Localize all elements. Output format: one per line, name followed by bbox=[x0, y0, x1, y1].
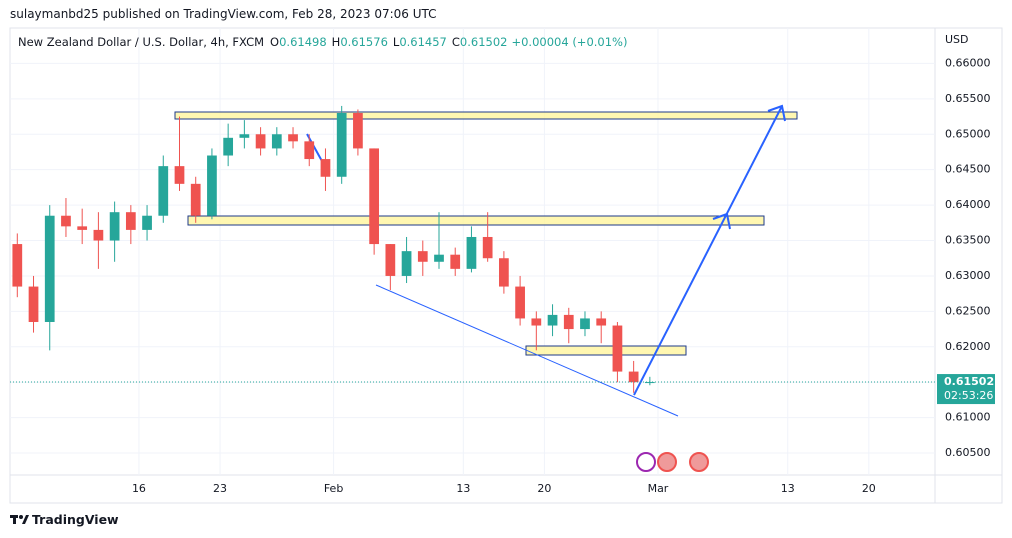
candle-body bbox=[109, 212, 120, 241]
candle-body bbox=[515, 286, 525, 319]
candle-body bbox=[499, 258, 509, 287]
ohlc: O0.61498 H0.61576 L0.61457 C0.61502 bbox=[270, 35, 507, 49]
x-tick-label: 20 bbox=[537, 482, 551, 495]
candle-body bbox=[547, 314, 558, 326]
ohlc-value: 0.61576 bbox=[340, 35, 388, 49]
candle-body bbox=[239, 134, 250, 138]
logo bbox=[10, 515, 29, 524]
arrow-head bbox=[767, 104, 786, 122]
change: +0.00004 (+0.01%) bbox=[511, 35, 627, 49]
candle-body bbox=[434, 254, 444, 262]
candle-body bbox=[401, 251, 412, 276]
countdown: 02:53:26 bbox=[944, 389, 993, 402]
y-tick-label: 0.64000 bbox=[945, 198, 991, 211]
candle-body bbox=[628, 371, 639, 383]
candle-body bbox=[61, 215, 71, 227]
event-icon bbox=[689, 452, 709, 472]
x-tick-label: 13 bbox=[781, 482, 795, 495]
y-tick-label: 0.65500 bbox=[945, 92, 991, 105]
candle-body bbox=[353, 113, 363, 149]
candle-body bbox=[207, 155, 217, 216]
candle-body bbox=[482, 236, 493, 259]
candle-body bbox=[450, 254, 461, 269]
candle-body bbox=[580, 318, 590, 330]
event-icon bbox=[636, 452, 656, 472]
candle-body bbox=[142, 215, 152, 230]
y-tick-label: 0.63500 bbox=[945, 234, 991, 247]
currency-label: USD bbox=[945, 33, 969, 46]
resistance-zone bbox=[187, 215, 765, 226]
ohlc-key: H bbox=[332, 35, 341, 49]
ohlc-value: 0.61502 bbox=[460, 35, 508, 49]
ohlc-key: L bbox=[393, 35, 400, 49]
y-tick-label: 0.60500 bbox=[945, 446, 991, 459]
last-price-box bbox=[937, 374, 995, 405]
grid bbox=[10, 28, 935, 475]
candle-body bbox=[385, 244, 396, 276]
legend: New Zealand Dollar / U.S. Dollar, 4h, FX… bbox=[18, 35, 627, 49]
y-tick-label: 0.63000 bbox=[945, 269, 991, 282]
candle-body bbox=[223, 137, 234, 156]
candle-body bbox=[174, 166, 185, 184]
candle-body bbox=[12, 244, 23, 287]
candle-body bbox=[320, 159, 331, 177]
x-tick-label: 16 bbox=[132, 482, 146, 495]
candle-body bbox=[255, 134, 266, 149]
ohlc-value: 0.61498 bbox=[279, 35, 327, 49]
y-tick-label: 0.64500 bbox=[945, 163, 991, 176]
candle-body bbox=[336, 113, 347, 177]
publisher-line: sulaymanbd25 published on TradingView.co… bbox=[10, 7, 437, 21]
candle-body bbox=[304, 141, 315, 160]
candle-body bbox=[44, 215, 55, 322]
candle-body bbox=[288, 134, 298, 142]
candle-body bbox=[271, 134, 282, 149]
ohlc-value: 0.61457 bbox=[399, 35, 447, 49]
candle-body bbox=[369, 148, 379, 245]
candle-body bbox=[158, 166, 169, 216]
x-tick-label: 23 bbox=[213, 482, 227, 495]
projection-arrow bbox=[633, 105, 783, 396]
trend-line bbox=[375, 284, 679, 417]
y-tick-label: 0.62000 bbox=[945, 340, 991, 353]
last-price-label: 0.61502 bbox=[944, 375, 994, 388]
candle-body bbox=[28, 286, 39, 322]
resistance-zone bbox=[174, 111, 798, 120]
symbol-title: New Zealand Dollar / U.S. Dollar, 4h, FX… bbox=[18, 35, 264, 49]
candle-body bbox=[466, 236, 477, 269]
candle-body bbox=[417, 251, 428, 262]
arrow-head bbox=[712, 212, 731, 230]
event-icons bbox=[636, 452, 709, 472]
y-tick-label: 0.65000 bbox=[945, 127, 991, 140]
x-tick-label: Mar bbox=[648, 482, 669, 495]
candles bbox=[12, 105, 655, 393]
x-tick-label: 13 bbox=[456, 482, 470, 495]
candle-body bbox=[612, 325, 623, 372]
support-zone bbox=[525, 345, 687, 356]
candle-body bbox=[190, 183, 201, 216]
candle-body bbox=[77, 226, 88, 230]
event-icon bbox=[657, 452, 677, 472]
candle-body bbox=[531, 318, 542, 326]
chart-frame bbox=[9, 27, 1003, 504]
candle-body bbox=[125, 212, 136, 230]
y-tick-label: 0.61000 bbox=[945, 411, 991, 424]
brand: TradingView bbox=[32, 512, 119, 527]
candle-body bbox=[596, 318, 607, 326]
ohlc-key: O bbox=[270, 35, 279, 49]
ohlc-key: C bbox=[452, 35, 460, 49]
drawings bbox=[174, 104, 798, 417]
x-tick-label: 20 bbox=[862, 482, 876, 495]
candle-body bbox=[563, 314, 574, 330]
candle-body bbox=[93, 229, 104, 241]
y-tick-label: 0.66000 bbox=[945, 56, 991, 69]
y-tick-label: 0.62500 bbox=[945, 304, 991, 317]
x-tick-label: Feb bbox=[324, 482, 343, 495]
